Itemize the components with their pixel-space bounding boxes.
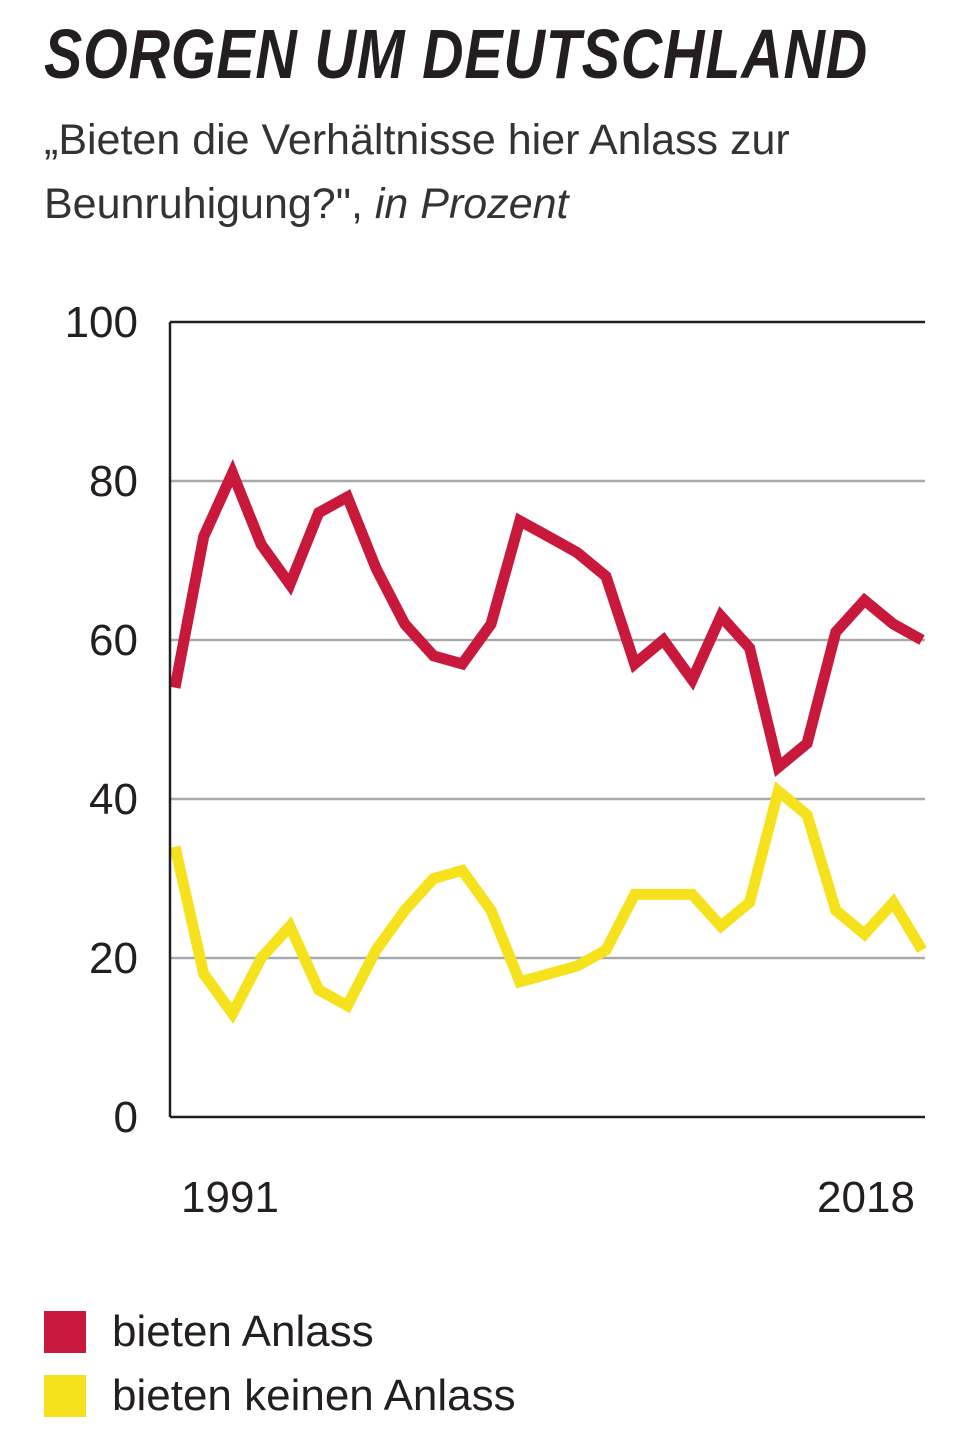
series-layer: [169, 458, 927, 1025]
grid-lines: [170, 479, 925, 960]
chart-title: SORGEN UM DEUTSCHLAND: [44, 15, 869, 93]
legend-swatch-series-2: [44, 1375, 86, 1417]
y-tick-label-80: 80: [89, 457, 138, 506]
axes: [168, 320, 925, 1119]
series-line-1: [169, 458, 925, 778]
y-tick-label-0: 0: [114, 1093, 138, 1142]
legend-item-series-2: bieten keinen Anlass: [44, 1364, 516, 1428]
series-line-2: [169, 781, 927, 1025]
legend-label-series-2: bieten keinen Anlass: [112, 1371, 516, 1420]
legend-swatch-series-1: [44, 1311, 86, 1353]
y-axis-ticks: 0 20 40 60 80 100: [65, 300, 138, 1142]
y-tick-label-40: 40: [89, 775, 138, 824]
legend: bieten Anlass bieten keinen Anlass: [44, 1300, 516, 1428]
subtitle-question: „Bieten die Verhältnisse hier Anlass zur…: [44, 116, 790, 228]
line-chart: 0 20 40 60 80 100 1991 2018: [65, 300, 927, 1222]
subtitle-unit: in Prozent: [374, 180, 569, 228]
y-tick-label-60: 60: [89, 616, 138, 665]
x-tick-label-start: 1991: [181, 1173, 279, 1222]
chart-subtitle: „Bieten die Verhältnisse hier Anlass zur…: [44, 108, 944, 236]
y-tick-label-20: 20: [89, 934, 138, 983]
x-tick-label-end: 2018: [817, 1173, 915, 1222]
legend-label-series-1: bieten Anlass: [112, 1307, 374, 1356]
legend-item-series-1: bieten Anlass: [44, 1300, 516, 1364]
y-tick-label-100: 100: [65, 300, 138, 347]
